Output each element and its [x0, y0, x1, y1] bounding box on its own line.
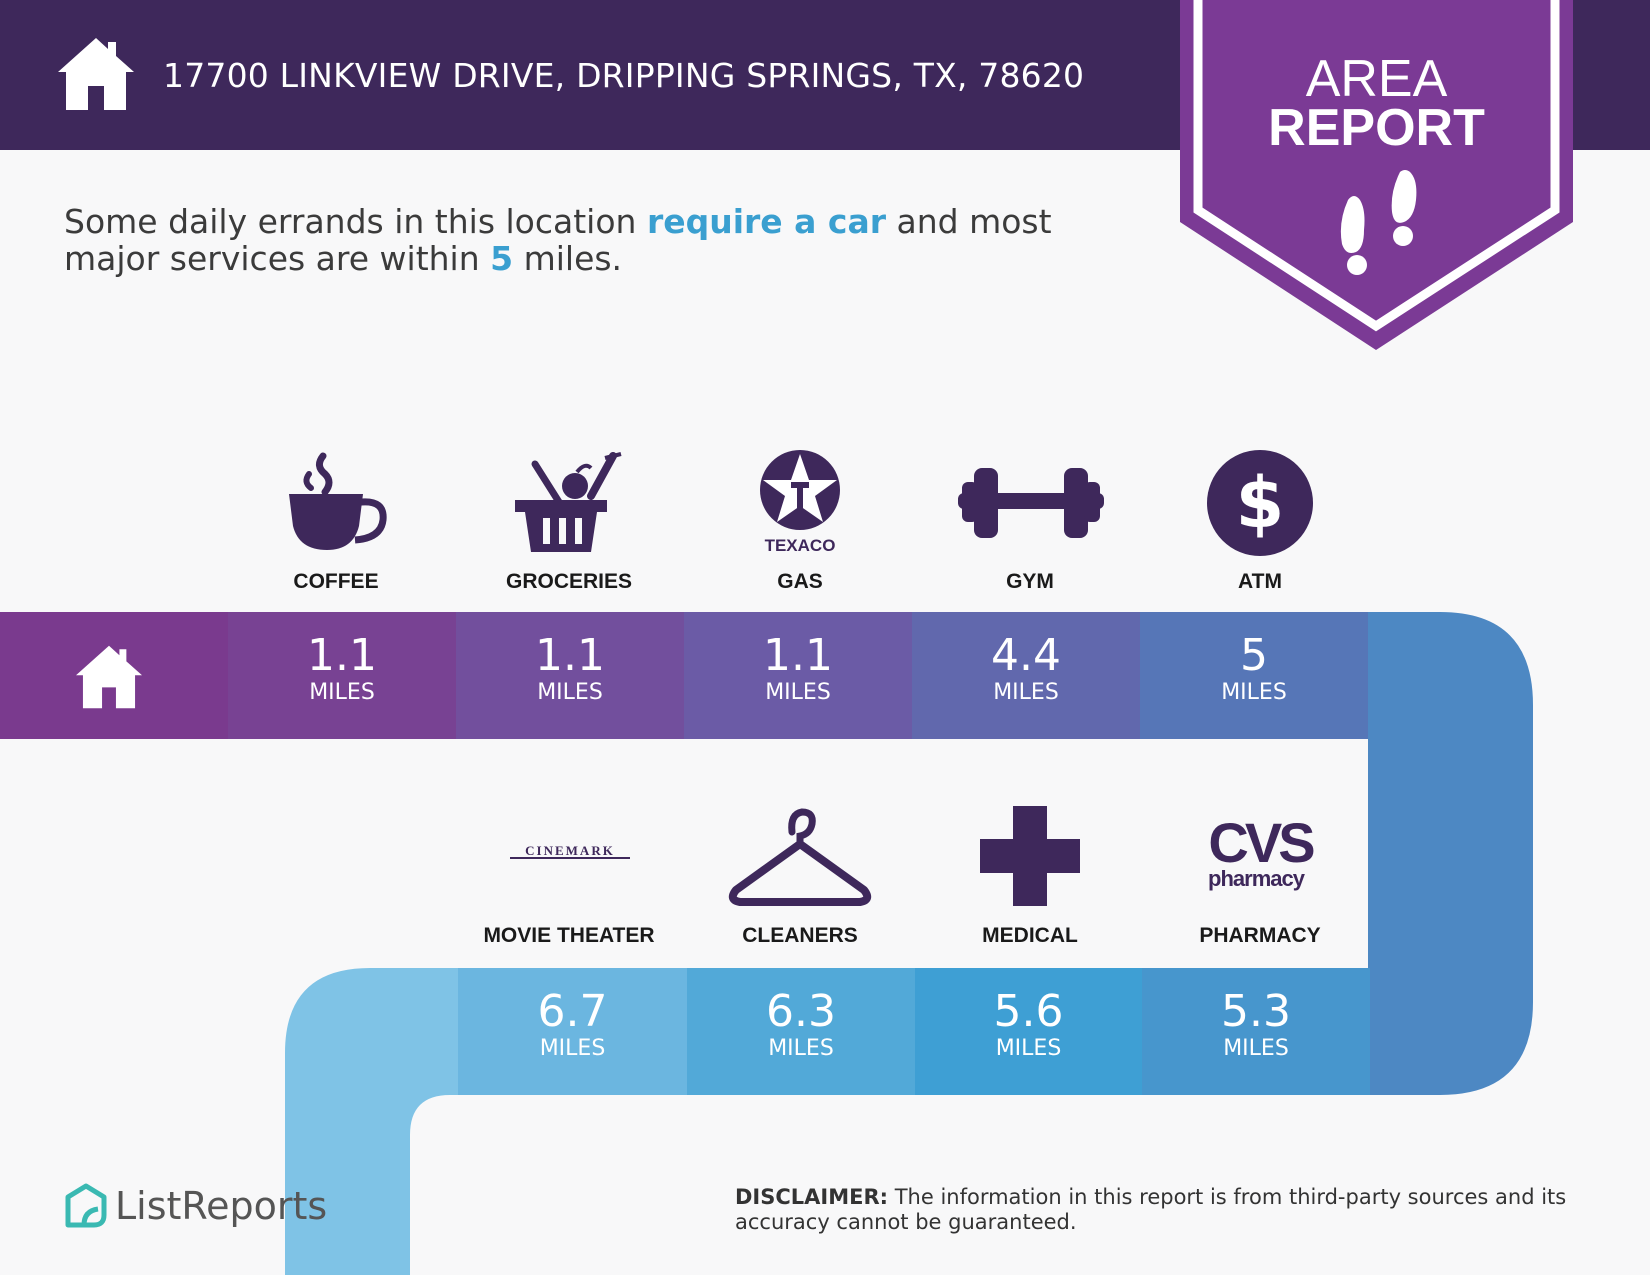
distance-value: 4.4 [991, 630, 1061, 681]
distance-value: 5.6 [993, 986, 1064, 1037]
distance-unit: MILES [537, 680, 603, 705]
distance-value: 1.1 [535, 630, 605, 681]
distance-unit: MILES [765, 680, 831, 705]
distance-cell-gas: 1.1 MILES [684, 612, 912, 739]
cvs-logo: CVS pharmacy [1208, 816, 1318, 891]
distance-unit: MILES [1221, 680, 1287, 705]
property-address: 17700 LINKVIEW DRIVE, DRIPPING SPRINGS, … [163, 56, 1085, 95]
svg-text:CVS: CVS [1208, 816, 1314, 874]
summary-text: Some daily errands in this location requ… [64, 203, 1144, 277]
svg-text:$: $ [1236, 462, 1285, 544]
listreports-brand: ListReports [115, 1184, 328, 1228]
home-icon [76, 645, 142, 709]
category-label-coffee: COFFEE [293, 570, 379, 593]
category-label-cleaners: CLEANERS [742, 924, 858, 947]
category-label-medical: MEDICAL [982, 924, 1078, 947]
distance-value: 1.1 [763, 630, 833, 681]
disclaimer-text: The information in this report is from t… [735, 1185, 1567, 1234]
distance-cell-pharmacy: 5.3 MILES [1142, 968, 1370, 1095]
listreports-logo-icon [65, 1183, 107, 1228]
distance-value: 5.3 [1221, 986, 1291, 1037]
distance-cell-coffee: 1.1 MILES [228, 612, 456, 739]
footprints-icon [1340, 170, 1417, 275]
summary-highlight-miles: 5 [490, 239, 514, 278]
medical-cross-icon [980, 806, 1080, 906]
distance-cell-cleaners: 6.3 MILES [687, 968, 915, 1095]
coffee-icon [289, 452, 387, 550]
summary-highlight-car: require a car [646, 202, 887, 241]
summary-part3: miles. [513, 239, 623, 278]
distance-cell-gym: 4.4 MILES [912, 612, 1140, 739]
svg-text:pharmacy: pharmacy [1208, 866, 1306, 891]
category-label-gas: GAS [777, 570, 823, 593]
hanger-icon [728, 808, 872, 906]
distance-cell-movie-theater: 6.7 MILES [458, 968, 687, 1095]
area-report-badge [1180, 0, 1573, 350]
summary-part2: and most major services are within [64, 202, 1052, 278]
category-label-pharmacy: PHARMACY [1199, 924, 1321, 947]
category-label-movie-theater: MOVIE THEATER [483, 924, 655, 947]
distance-unit: MILES [1223, 1036, 1289, 1061]
distance-unit: MILES [995, 1036, 1062, 1061]
distance-unit: MILES [993, 680, 1059, 705]
disclaimer-label: DISCLAIMER: [735, 1185, 889, 1209]
home-cell [0, 612, 228, 739]
distance-value: 6.3 [766, 986, 836, 1037]
disclaimer: DISCLAIMER: The information in this repo… [735, 1185, 1605, 1235]
distance-unit: MILES [539, 1036, 606, 1061]
distance-cell-groceries: 1.1 MILES [456, 612, 684, 739]
svg-text:CINEMARK: CINEMARK [525, 843, 615, 858]
category-label-gym: GYM [1006, 570, 1054, 593]
texaco-logo: TEXACO [760, 450, 840, 554]
category-label-groceries: GROCERIES [505, 570, 633, 593]
distance-unit: MILES [309, 680, 375, 705]
cinemark-logo: CINEMARK [510, 843, 630, 859]
svg-text:TEXACO: TEXACO [765, 536, 836, 554]
grocery-basket-icon [515, 452, 622, 552]
badge-title-report: REPORT [1268, 99, 1485, 157]
distance-value: 1.1 [307, 630, 377, 681]
dumbbell-icon [958, 468, 1104, 538]
badge-title-area: AREA [1305, 50, 1448, 108]
home-icon [58, 38, 134, 110]
distance-cell-medical: 5.6 MILES [915, 968, 1142, 1095]
dollar-icon: $ [1207, 450, 1313, 556]
distance-unit: MILES [768, 1036, 834, 1061]
category-label-atm: ATM [1238, 570, 1282, 593]
summary-part1: Some daily errands in this location [64, 202, 647, 241]
distance-value: 5 [1240, 630, 1268, 681]
distance-value: 6.7 [537, 986, 608, 1037]
distance-cell-atm: 5 MILES [1140, 612, 1368, 739]
